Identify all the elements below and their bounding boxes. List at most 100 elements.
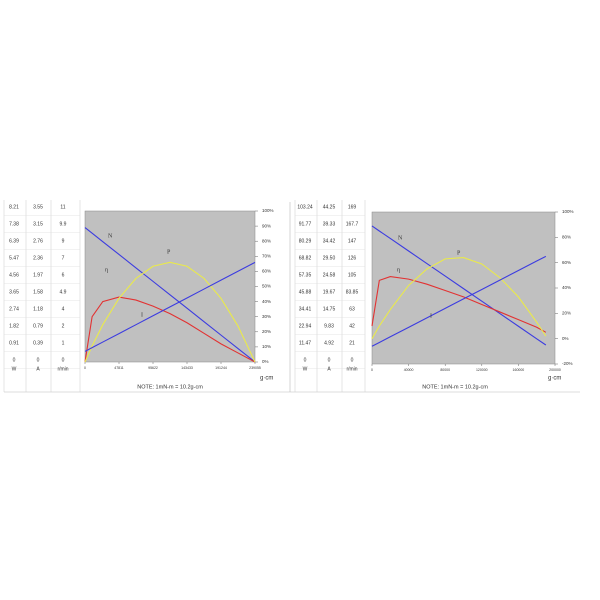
table-cell: 34.42 [323, 238, 336, 244]
table-header: r/min [57, 366, 68, 372]
table-header: A [327, 366, 331, 372]
table-cell: 2 [62, 323, 65, 329]
table-cell: 0 [351, 357, 354, 363]
y-tick-label: 20% [562, 311, 571, 316]
table-header: W [303, 366, 308, 372]
y-tick-label: 60% [262, 269, 271, 274]
table-cell: 0 [37, 357, 40, 363]
x-tick-label: 47811 [114, 366, 124, 370]
table-cell: 8.21 [9, 204, 19, 210]
y-tick-label: 80% [262, 238, 271, 243]
curve-label: P [457, 250, 461, 256]
table-cell: 4.56 [9, 272, 19, 278]
curve-label: N [108, 233, 113, 239]
table-cell: 44.25 [323, 204, 336, 210]
table-cell: 7 [62, 255, 65, 261]
table-cell: 9.83 [324, 323, 334, 329]
table-cell: 21 [349, 340, 355, 346]
x-axis-label: g·cm [548, 376, 561, 382]
y-tick-label: 40% [262, 299, 271, 304]
table-cell: 2.76 [33, 238, 43, 244]
table-cell: 63 [349, 306, 355, 312]
table-cell: 57.35 [299, 272, 312, 278]
x-tick-label: 40000 [404, 368, 414, 372]
table-cell: 83.85 [346, 289, 359, 295]
curve [371, 225, 547, 346]
table-cell: 45.88 [299, 289, 312, 295]
y-tick-label: -20% [562, 361, 573, 366]
table-cell: 1 [62, 340, 65, 346]
table-header: W [12, 366, 17, 372]
table-cell: 2.74 [9, 306, 19, 312]
curve [84, 261, 256, 352]
table-header: A [36, 366, 40, 372]
y-tick-label: 20% [262, 329, 271, 334]
table-cell: 9.9 [60, 221, 67, 227]
table-cell: 14.75 [323, 306, 336, 312]
table-cell: 9 [62, 238, 65, 244]
table-cell: 91.77 [299, 221, 312, 227]
y-tick-label: 0% [262, 359, 269, 364]
y-tick-label: 40% [562, 285, 571, 290]
y-tick-label: 60% [562, 260, 571, 265]
curve [84, 261, 256, 363]
curve-label: P [167, 249, 171, 255]
x-axis-label: g·cm [260, 376, 273, 382]
y-tick-label: 30% [262, 314, 271, 319]
table-cell: 7.38 [9, 221, 19, 227]
table-cell: 2.36 [33, 255, 43, 261]
table-cell: 5.47 [9, 255, 19, 261]
y-tick-label: 70% [262, 253, 271, 258]
table-cell: 1.82 [9, 323, 19, 329]
y-tick-label: 50% [262, 284, 271, 289]
table-cell: 24.58 [323, 272, 336, 278]
table-cell: 167.7 [346, 221, 359, 227]
note: NOTE: 1mN-m = 10.2g-cm [137, 384, 203, 390]
x-tick-label: 0 [84, 366, 86, 370]
table-cell: 1.18 [33, 306, 43, 312]
table-cell: 6 [62, 272, 65, 278]
table-cell: 34.41 [299, 306, 312, 312]
table-cell: 0 [62, 357, 65, 363]
x-tick-label: 0 [371, 368, 373, 372]
curve-label: I [141, 312, 143, 318]
x-tick-label: 80000 [440, 368, 450, 372]
curve-label: η [105, 267, 108, 273]
table-cell: 1.58 [33, 289, 43, 295]
table-cell: 22.94 [299, 323, 312, 329]
table-cell: 0 [328, 357, 331, 363]
table-cell: 4.92 [324, 340, 334, 346]
y-tick-label: 10% [262, 344, 271, 349]
curve-label: N [398, 235, 403, 241]
table-cell: 0 [304, 357, 307, 363]
table-cell: 0.79 [33, 323, 43, 329]
table-cell: 1.97 [33, 272, 43, 278]
curve [371, 276, 547, 333]
y-tick-label: 0% [562, 336, 569, 341]
table-cell: 6.39 [9, 238, 19, 244]
curve [371, 255, 547, 347]
table-cell: 19.67 [323, 289, 336, 295]
y-tick-label: 80% [562, 235, 571, 240]
table-cell: 3.65 [9, 289, 19, 295]
table-cell: 147 [348, 238, 357, 244]
table-cell: 39.33 [323, 221, 336, 227]
x-tick-label: 160000 [513, 368, 525, 372]
table-cell: 105 [348, 272, 357, 278]
x-tick-label: 95622 [148, 366, 158, 370]
table-cell: 169 [348, 204, 357, 210]
table-cell: 103.24 [297, 204, 313, 210]
curve-label: η [397, 267, 400, 273]
table-cell: 0.91 [9, 340, 19, 346]
table-cell: 4 [62, 306, 65, 312]
x-tick-label: 191244 [215, 366, 227, 370]
table-cell: 4.9 [60, 289, 67, 295]
table-header: r/min [346, 366, 357, 372]
table-cell: 68.82 [299, 255, 312, 261]
table-cell: 42 [349, 323, 355, 329]
note: NOTE: 1mN-m = 10.2g-cm [422, 384, 488, 390]
x-tick-label: 200000 [549, 368, 561, 372]
y-tick-label: 100% [562, 209, 574, 214]
curve [84, 296, 256, 363]
